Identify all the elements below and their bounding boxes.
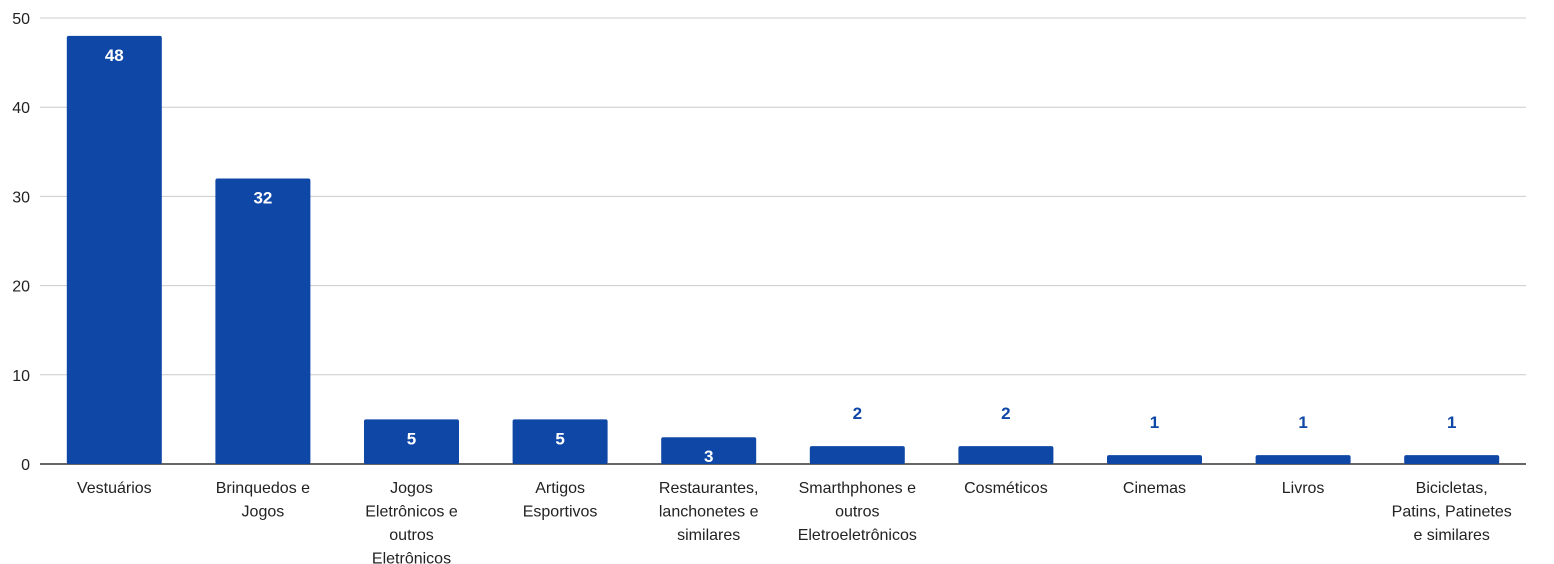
x-tick-label-line: Eletroeletrônicos [798,527,917,544]
data-label: 2 [1001,404,1010,423]
data-label: 1 [1150,413,1159,432]
x-tick-label-line: Jogos [242,504,285,521]
y-tick-label: 20 [12,279,30,296]
bar [215,178,311,464]
x-tick-label-line: Brinquedos e [216,480,310,497]
x-tick-label-line: Vestuários [77,480,152,497]
x-tick-label-line: Cosméticos [964,480,1048,497]
x-tick-label-line: lanchonetes e [659,504,759,521]
x-tick-label-line: Restaurantes, [659,480,759,497]
bar [1404,455,1500,464]
data-label: 2 [853,404,862,423]
bar [958,446,1054,464]
x-tick-label-line: Esportivos [523,504,598,521]
x-tick-label-line: Eletrônicos [372,551,451,564]
data-label: 5 [407,429,416,448]
x-axis: Vestuários Brinquedos e Jogos Jogos Eletrôni… [77,480,1512,564]
data-label: 32 [253,189,272,208]
bar [1255,455,1351,464]
y-tick-label: 50 [12,11,30,28]
x-tick-label: Bicicletas, Patins, Patinetes e similares [1392,480,1512,544]
bar [66,35,162,465]
y-tick-label: 0 [21,457,30,474]
x-tick-label-line: Bicicletas, [1416,480,1488,497]
x-tick-label-line: outros [835,504,879,521]
y-tick-label: 30 [12,189,30,206]
data-label: 48 [105,46,124,65]
x-tick-label: Cosméticos [964,480,1048,497]
data-label: 1 [1298,413,1307,432]
x-tick-label-line: outros [389,527,433,544]
x-tick-label-line: similares [677,527,740,544]
data-label: 1 [1447,413,1456,432]
bar [661,437,757,464]
x-tick-label: Livros [1282,480,1325,497]
x-tick-label-line: Jogos [390,480,433,497]
x-tick-label: Artigos Esportivos [523,480,598,521]
x-tick-label-line: Livros [1282,480,1325,497]
x-tick-label: Brinquedos e Jogos [216,480,310,521]
x-tick-label-line: Patins, Patinetes [1392,504,1512,521]
x-tick-label-line: Artigos [535,480,585,497]
x-tick-label-line: Cinemas [1123,480,1186,497]
bar [364,419,459,464]
x-tick-label-line: Smarthphones e [799,480,917,497]
y-tick-label: 10 [12,368,30,385]
x-tick-label: Vestuários [77,480,152,497]
x-tick-label-line: Eletrônicos e [365,504,458,521]
bar [809,446,905,464]
data-label: 5 [555,429,564,448]
x-tick-label: Cinemas [1123,480,1186,497]
data-label: 3 [704,447,713,466]
bar [1107,455,1202,464]
x-tick-label: Restaurantes, lanchonetes e similares [659,480,759,544]
x-tick-label: Jogos Eletrônicos e outros Eletrônicos [365,480,458,564]
x-tick-label-line: e similares [1413,527,1489,544]
bar [512,419,608,464]
x-tick-label: Smarthphones e outros Eletroeletrônicos [798,480,917,544]
bars [66,35,1500,465]
y-tick-label: 40 [12,100,30,117]
